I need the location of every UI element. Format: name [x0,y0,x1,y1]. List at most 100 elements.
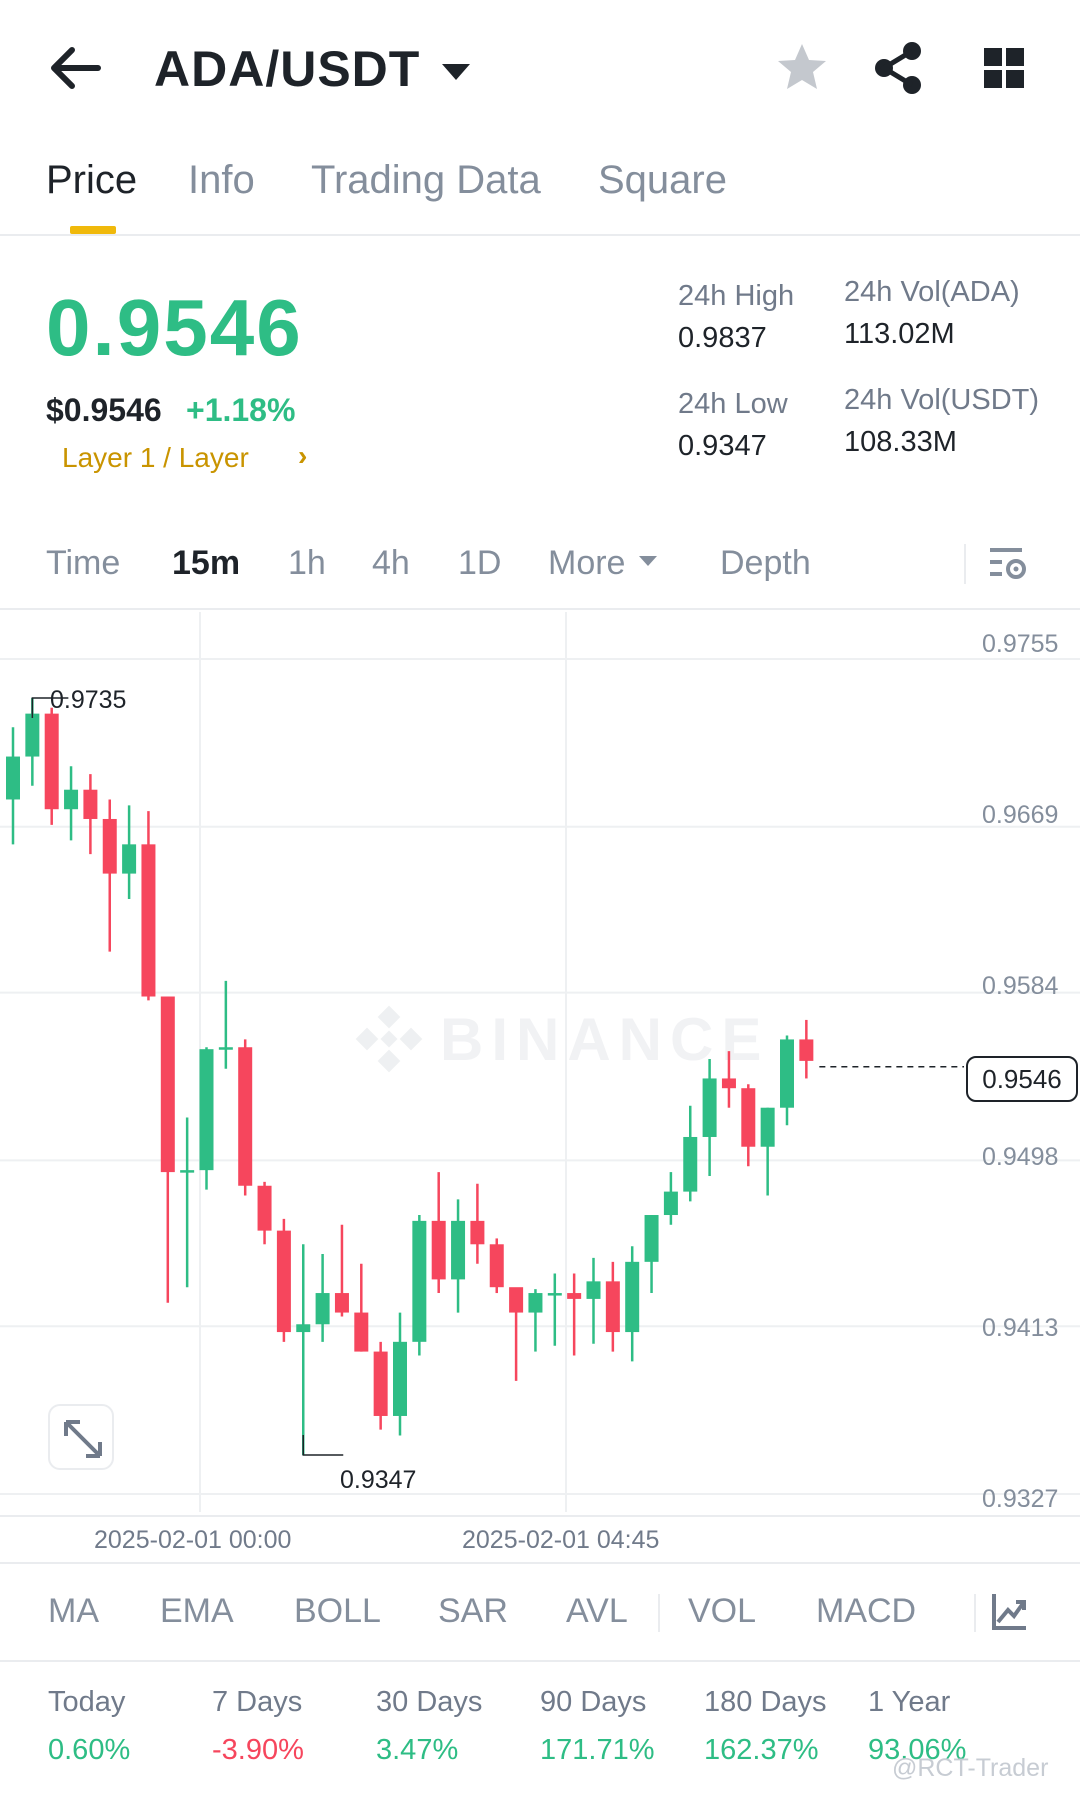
tf-15m[interactable]: 15m [172,544,241,582]
perf-label-today: Today [48,1686,126,1718]
candlestick-chart[interactable] [0,612,1080,1572]
candle-body [102,818,117,874]
candle-down [489,1238,504,1294]
tf-depth[interactable]: Depth [720,544,811,582]
tf-more[interactable]: More [548,544,658,583]
caret-down-icon [639,556,658,567]
candle-body [276,1230,291,1333]
caret-down-icon [442,64,471,80]
candle-body [238,1047,253,1186]
perf-value-today: 0.60% [48,1734,131,1766]
tf-4h[interactable]: 4h [372,544,410,582]
candle-body [199,1049,214,1171]
candle-up [547,1273,562,1346]
indicator-settings-icon[interactable] [990,1592,1028,1632]
indicator-ema[interactable]: EMA [160,1592,234,1630]
candle-body [315,1293,330,1325]
indicator-boll[interactable]: BOLL [294,1592,381,1630]
candle-down [102,799,117,952]
candle-body [296,1324,311,1333]
x-tick-label: 2025-02-01 04:45 [462,1526,660,1554]
candle-body [780,1039,794,1108]
candle-body [393,1341,407,1416]
indicator-vol[interactable]: VOL [688,1592,757,1630]
candle-down [431,1172,446,1294]
perf-value-30d: 3.47% [376,1734,459,1766]
indicator-bar: MA EMA BOLL SAR AVL VOL MACD [0,1562,1080,1662]
tab-info[interactable]: Info [188,158,255,202]
active-tab-indicator [70,226,116,234]
candle-body [605,1281,620,1333]
candle-up [393,1312,407,1436]
candle-body [644,1215,659,1262]
candle-up [702,1058,717,1176]
fullscreen-button[interactable] [48,1404,114,1470]
pair-selector[interactable]: ADA/USDT [154,40,471,98]
candle-up [451,1199,466,1313]
candle-body [354,1312,369,1352]
candle-up [586,1257,601,1344]
candle-down [721,1051,736,1108]
tab-price[interactable]: Price [46,158,138,202]
candle-up [315,1254,330,1342]
candle-up [218,980,233,1069]
candle-down [276,1218,291,1342]
perf-label-7d: 7 Days [212,1686,303,1718]
binance-logo-icon [355,1005,423,1073]
back-button[interactable] [48,44,104,92]
candle-down [567,1273,582,1356]
tab-trading-data[interactable]: Trading Data [311,158,541,202]
tf-1d[interactable]: 1D [458,544,502,582]
pair-title: ADA/USDT [154,41,421,97]
candle-body [567,1293,582,1299]
candle-body [702,1078,717,1137]
candle-body [721,1078,736,1089]
candle-down [605,1261,620,1352]
grid-icon[interactable] [976,40,1032,96]
candle-down [44,707,59,825]
candle-body [180,1170,195,1173]
candle-up [122,805,137,899]
indicator-avl[interactable]: AVL [566,1592,628,1630]
candle-up [780,1035,794,1126]
candle-up [760,1107,775,1196]
indicator-macd[interactable]: MACD [816,1592,917,1630]
candle-up [199,1047,214,1190]
y-tick-label: 0.9669 [982,801,1059,829]
low-marker-label: 0.9347 [340,1466,417,1494]
tab-square[interactable]: Square [598,158,727,202]
indicator-ma[interactable]: MA [48,1592,99,1630]
expand-icon [64,1420,102,1458]
share-icon[interactable] [870,40,926,96]
divider [658,1594,660,1632]
star-icon[interactable] [774,40,830,96]
header-bar: ADA/USDT [0,0,1080,140]
candle-body [257,1185,272,1231]
y-tick-label: 0.9498 [982,1143,1059,1171]
indicator-sar[interactable]: SAR [438,1592,508,1630]
candle-body [489,1244,504,1288]
perf-label-90d: 90 Days [540,1686,647,1718]
candle-body [625,1261,640,1333]
divider [974,1594,976,1632]
stat-low-value: 0.9347 [678,430,767,462]
stat-vol-base-label: 24h Vol(ADA) [844,276,1020,308]
y-tick-label: 0.9755 [982,630,1059,658]
tf-1h[interactable]: 1h [288,544,326,582]
candle-down [741,1084,756,1167]
candle-down [257,1181,272,1245]
candle-down [373,1341,388,1430]
back-arrow-icon [51,47,101,89]
candle-down [83,774,98,855]
page-tabs: Price Info Trading Data Square [0,150,1080,236]
candle-body [683,1136,698,1192]
category-tag[interactable]: Layer 1 / Layer [62,442,249,473]
perf-value-180d: 162.37% [704,1734,819,1766]
candle-up [412,1215,427,1356]
chevron-right-icon[interactable]: › [298,440,308,471]
tf-time[interactable]: Time [46,544,121,582]
current-price-badge: 0.9546 [966,1056,1078,1102]
x-tick-label: 2025-02-01 00:00 [94,1526,292,1554]
high-marker-label: 0.9735 [50,686,127,714]
chart-settings-icon[interactable] [986,540,1030,588]
